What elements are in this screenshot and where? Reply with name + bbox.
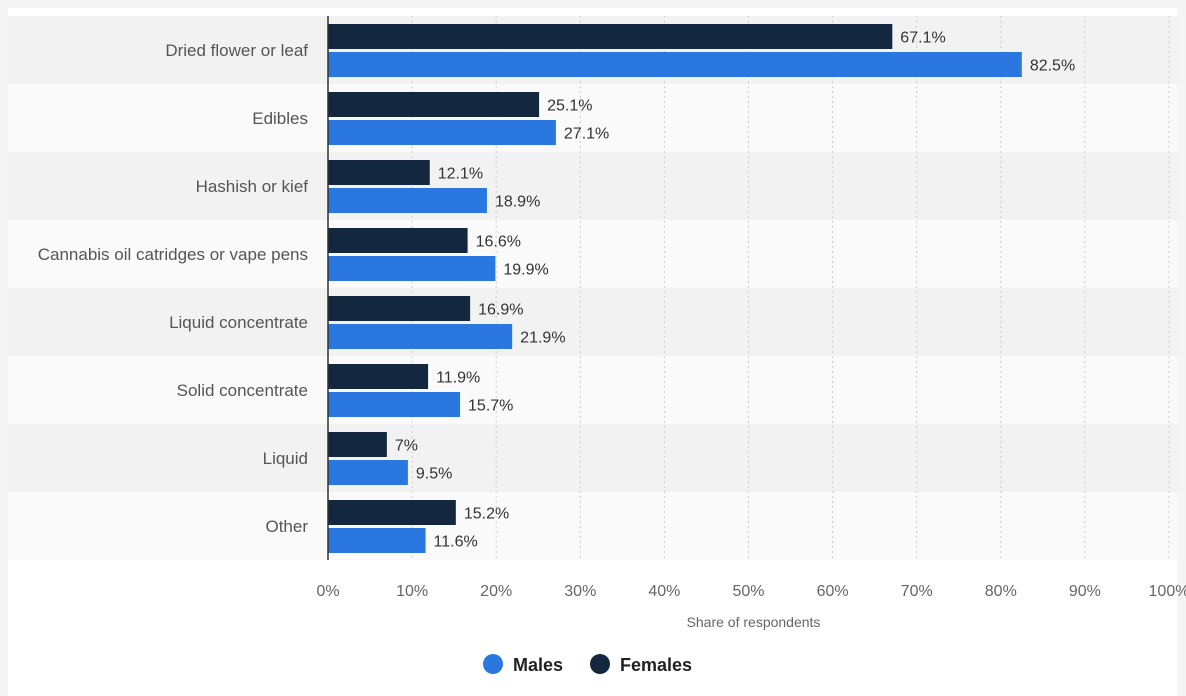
- bar-males: [328, 460, 408, 485]
- bar-females: [328, 92, 540, 117]
- category-label: Liquid concentrate: [169, 313, 308, 332]
- bar-females: [328, 432, 387, 457]
- category-label: Other: [265, 517, 308, 536]
- data-label: 16.6%: [476, 234, 521, 251]
- bar-males: [328, 392, 461, 417]
- x-tick-label: 20%: [480, 583, 512, 600]
- bar-males: [328, 256, 496, 281]
- data-label: 15.7%: [468, 398, 513, 415]
- x-tick-label: 90%: [1069, 583, 1101, 600]
- bar-males: [328, 52, 1022, 77]
- bar-females: [328, 296, 471, 321]
- data-label: 67.1%: [900, 30, 945, 47]
- legend-label: Females: [620, 655, 692, 675]
- category-label: Dried flower or leaf: [165, 41, 308, 60]
- x-tick-label: 100%: [1149, 583, 1186, 600]
- data-label: 12.1%: [438, 166, 483, 183]
- data-label: 16.9%: [478, 302, 523, 319]
- legend-label: Males: [513, 655, 563, 675]
- x-axis-title: Share of respondents: [687, 614, 821, 630]
- x-tick-label: 40%: [648, 583, 680, 600]
- row-band: [8, 356, 1177, 424]
- bar-females: [328, 24, 893, 49]
- row-band: [8, 424, 1177, 492]
- bar-males: [328, 324, 513, 349]
- category-label: Edibles: [252, 109, 308, 128]
- bar-females: [328, 160, 430, 185]
- bar-males: [328, 120, 556, 145]
- row-band: [8, 152, 1177, 220]
- category-label: Solid concentrate: [177, 381, 308, 400]
- bar-females: [328, 364, 429, 389]
- bar-males: [328, 528, 426, 553]
- row-band: [8, 288, 1177, 356]
- x-tick-label: 50%: [732, 583, 764, 600]
- legend-marker: [590, 654, 610, 674]
- data-label: 15.2%: [464, 506, 509, 523]
- x-tick-label: 30%: [564, 583, 596, 600]
- x-tick-label: 80%: [985, 583, 1017, 600]
- data-label: 7%: [395, 438, 418, 455]
- data-label: 11.9%: [436, 370, 480, 387]
- x-tick-label: 70%: [901, 583, 933, 600]
- data-label: 82.5%: [1030, 58, 1075, 75]
- bar-females: [328, 500, 456, 525]
- row-band: [8, 84, 1177, 152]
- data-label: 25.1%: [547, 98, 592, 115]
- row-band: [8, 220, 1177, 288]
- row-band: [8, 492, 1177, 560]
- data-label: 11.6%: [434, 534, 478, 551]
- x-tick-label: 10%: [396, 583, 428, 600]
- legend-marker: [483, 654, 503, 674]
- category-label: Hashish or kief: [196, 177, 309, 196]
- category-label: Cannabis oil catridges or vape pens: [38, 245, 308, 264]
- x-tick-label: 60%: [817, 583, 849, 600]
- data-label: 18.9%: [495, 194, 540, 211]
- data-label: 9.5%: [416, 466, 452, 483]
- bar-females: [328, 228, 468, 253]
- data-label: 21.9%: [520, 330, 565, 347]
- category-label: Liquid: [263, 449, 308, 468]
- x-tick-label: 0%: [316, 583, 339, 600]
- bar-males: [328, 188, 487, 213]
- data-label: 27.1%: [564, 126, 609, 143]
- data-label: 19.9%: [503, 262, 548, 279]
